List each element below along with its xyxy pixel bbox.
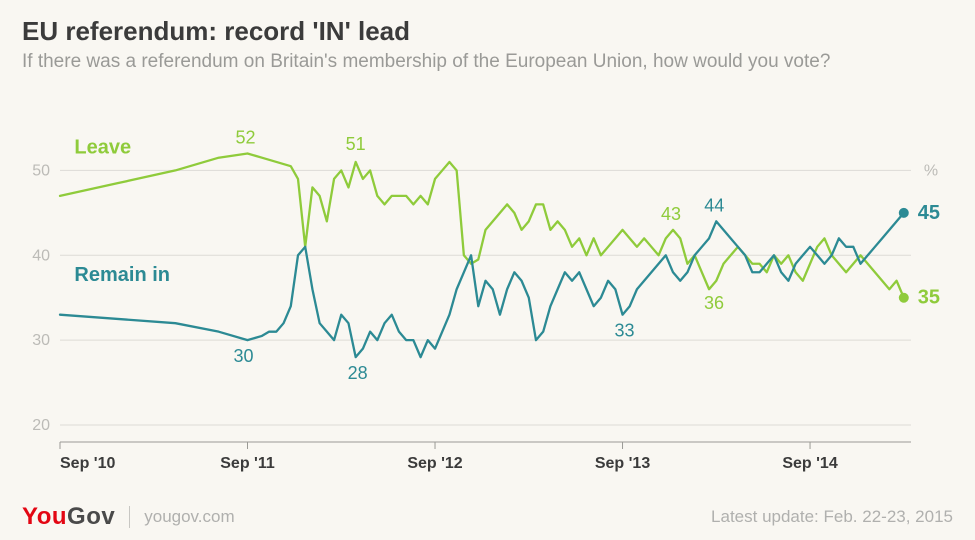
svg-text:30: 30: [32, 332, 50, 349]
svg-text:30: 30: [233, 346, 253, 366]
footer-updated: Latest update: Feb. 22-23, 2015: [711, 507, 953, 527]
svg-text:Sep '11: Sep '11: [220, 455, 275, 472]
svg-text:20: 20: [32, 417, 50, 434]
svg-text:40: 40: [32, 247, 50, 264]
line-chart: 20 30 40 50% Sep '10 Sep '11 Sep '12 Sep '13 Sep…: [22, 120, 953, 480]
logo-gov: Gov: [67, 503, 115, 531]
svg-text:28: 28: [348, 363, 368, 383]
svg-text:51: 51: [346, 134, 366, 154]
logo-you: You: [22, 503, 67, 531]
footer-divider: [129, 506, 130, 528]
svg-text:43: 43: [661, 204, 681, 224]
chart-container: EU referendum: record 'IN' lead If there…: [0, 0, 975, 540]
svg-text:44: 44: [704, 195, 724, 215]
svg-text:Sep '12: Sep '12: [407, 455, 462, 472]
footer-site: yougov.com: [144, 507, 234, 527]
svg-text:45: 45: [918, 202, 940, 224]
svg-text:%: %: [924, 162, 938, 179]
svg-text:Leave: Leave: [74, 136, 131, 158]
yougov-logo: YouGov: [22, 503, 115, 531]
chart-subtitle: If there was a referendum on Britain's m…: [22, 50, 953, 75]
svg-text:35: 35: [918, 287, 940, 309]
svg-text:33: 33: [615, 321, 635, 341]
svg-text:36: 36: [704, 293, 724, 313]
svg-text:52: 52: [235, 127, 255, 147]
svg-text:Sep '13: Sep '13: [595, 455, 650, 472]
svg-text:Remain in: Remain in: [74, 264, 170, 286]
footer: YouGov yougov.com Latest update: Feb. 22…: [0, 494, 975, 540]
svg-text:Sep '14: Sep '14: [782, 455, 837, 472]
svg-text:Sep '10: Sep '10: [60, 455, 115, 472]
svg-text:50: 50: [32, 162, 50, 179]
chart-title: EU referendum: record 'IN' lead: [22, 16, 410, 47]
chart-svg: 20 30 40 50% Sep '10 Sep '11 Sep '12 Sep '13 Sep…: [22, 120, 953, 480]
